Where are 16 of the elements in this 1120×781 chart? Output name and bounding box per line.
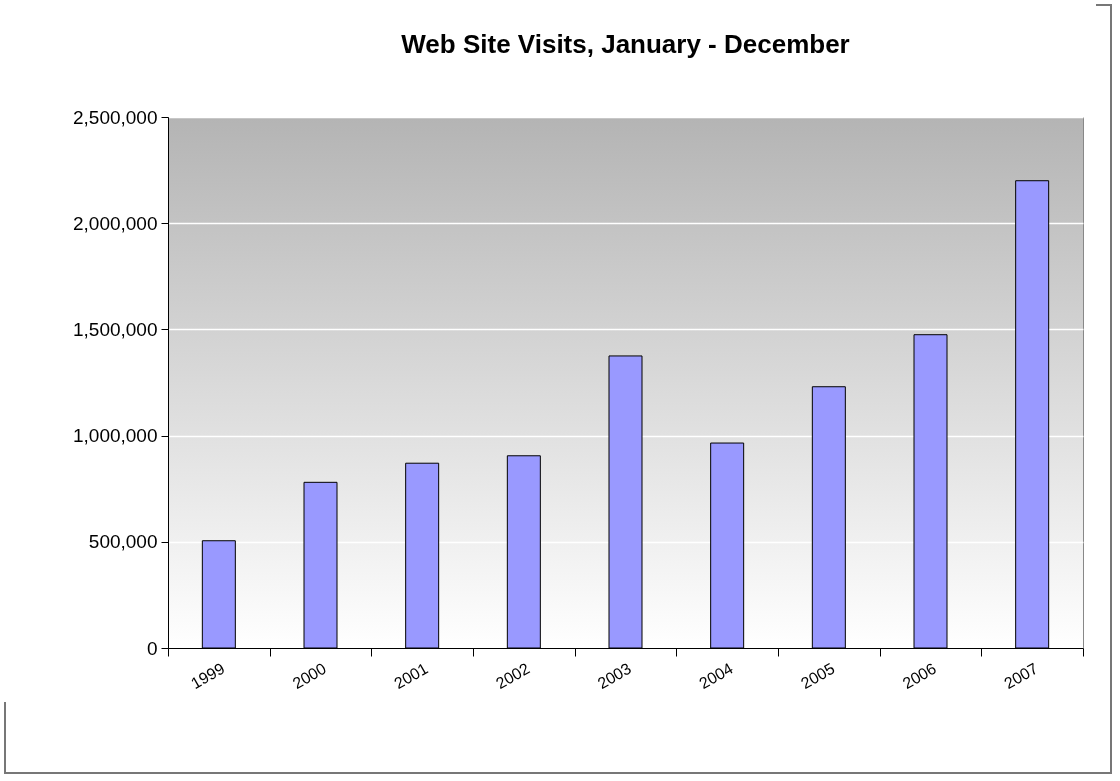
x-tick-label: 2005 [798,659,838,693]
y-tick-label: 1,000,000 [72,425,158,447]
y-tick-label: 1,500,000 [72,318,158,340]
x-tick-label: 2003 [594,659,635,693]
y-tick-label: 0 [146,637,158,659]
x-tick-label: 2004 [696,659,736,693]
x-tick-label: 2000 [289,659,330,693]
x-tick-label: 1999 [188,659,228,693]
x-tick-label: 2002 [493,659,533,693]
y-tick-label: 2,500,000 [72,106,158,128]
y-tick-label: 2,000,000 [72,212,158,234]
y-tick-label: 500,000 [88,531,158,553]
x-tick-label: 2001 [391,659,431,693]
x-tick-label: 2007 [1001,659,1041,693]
x-tick-label: 2006 [899,659,940,693]
chart-title: Web Site Visits, January - December [401,29,850,59]
